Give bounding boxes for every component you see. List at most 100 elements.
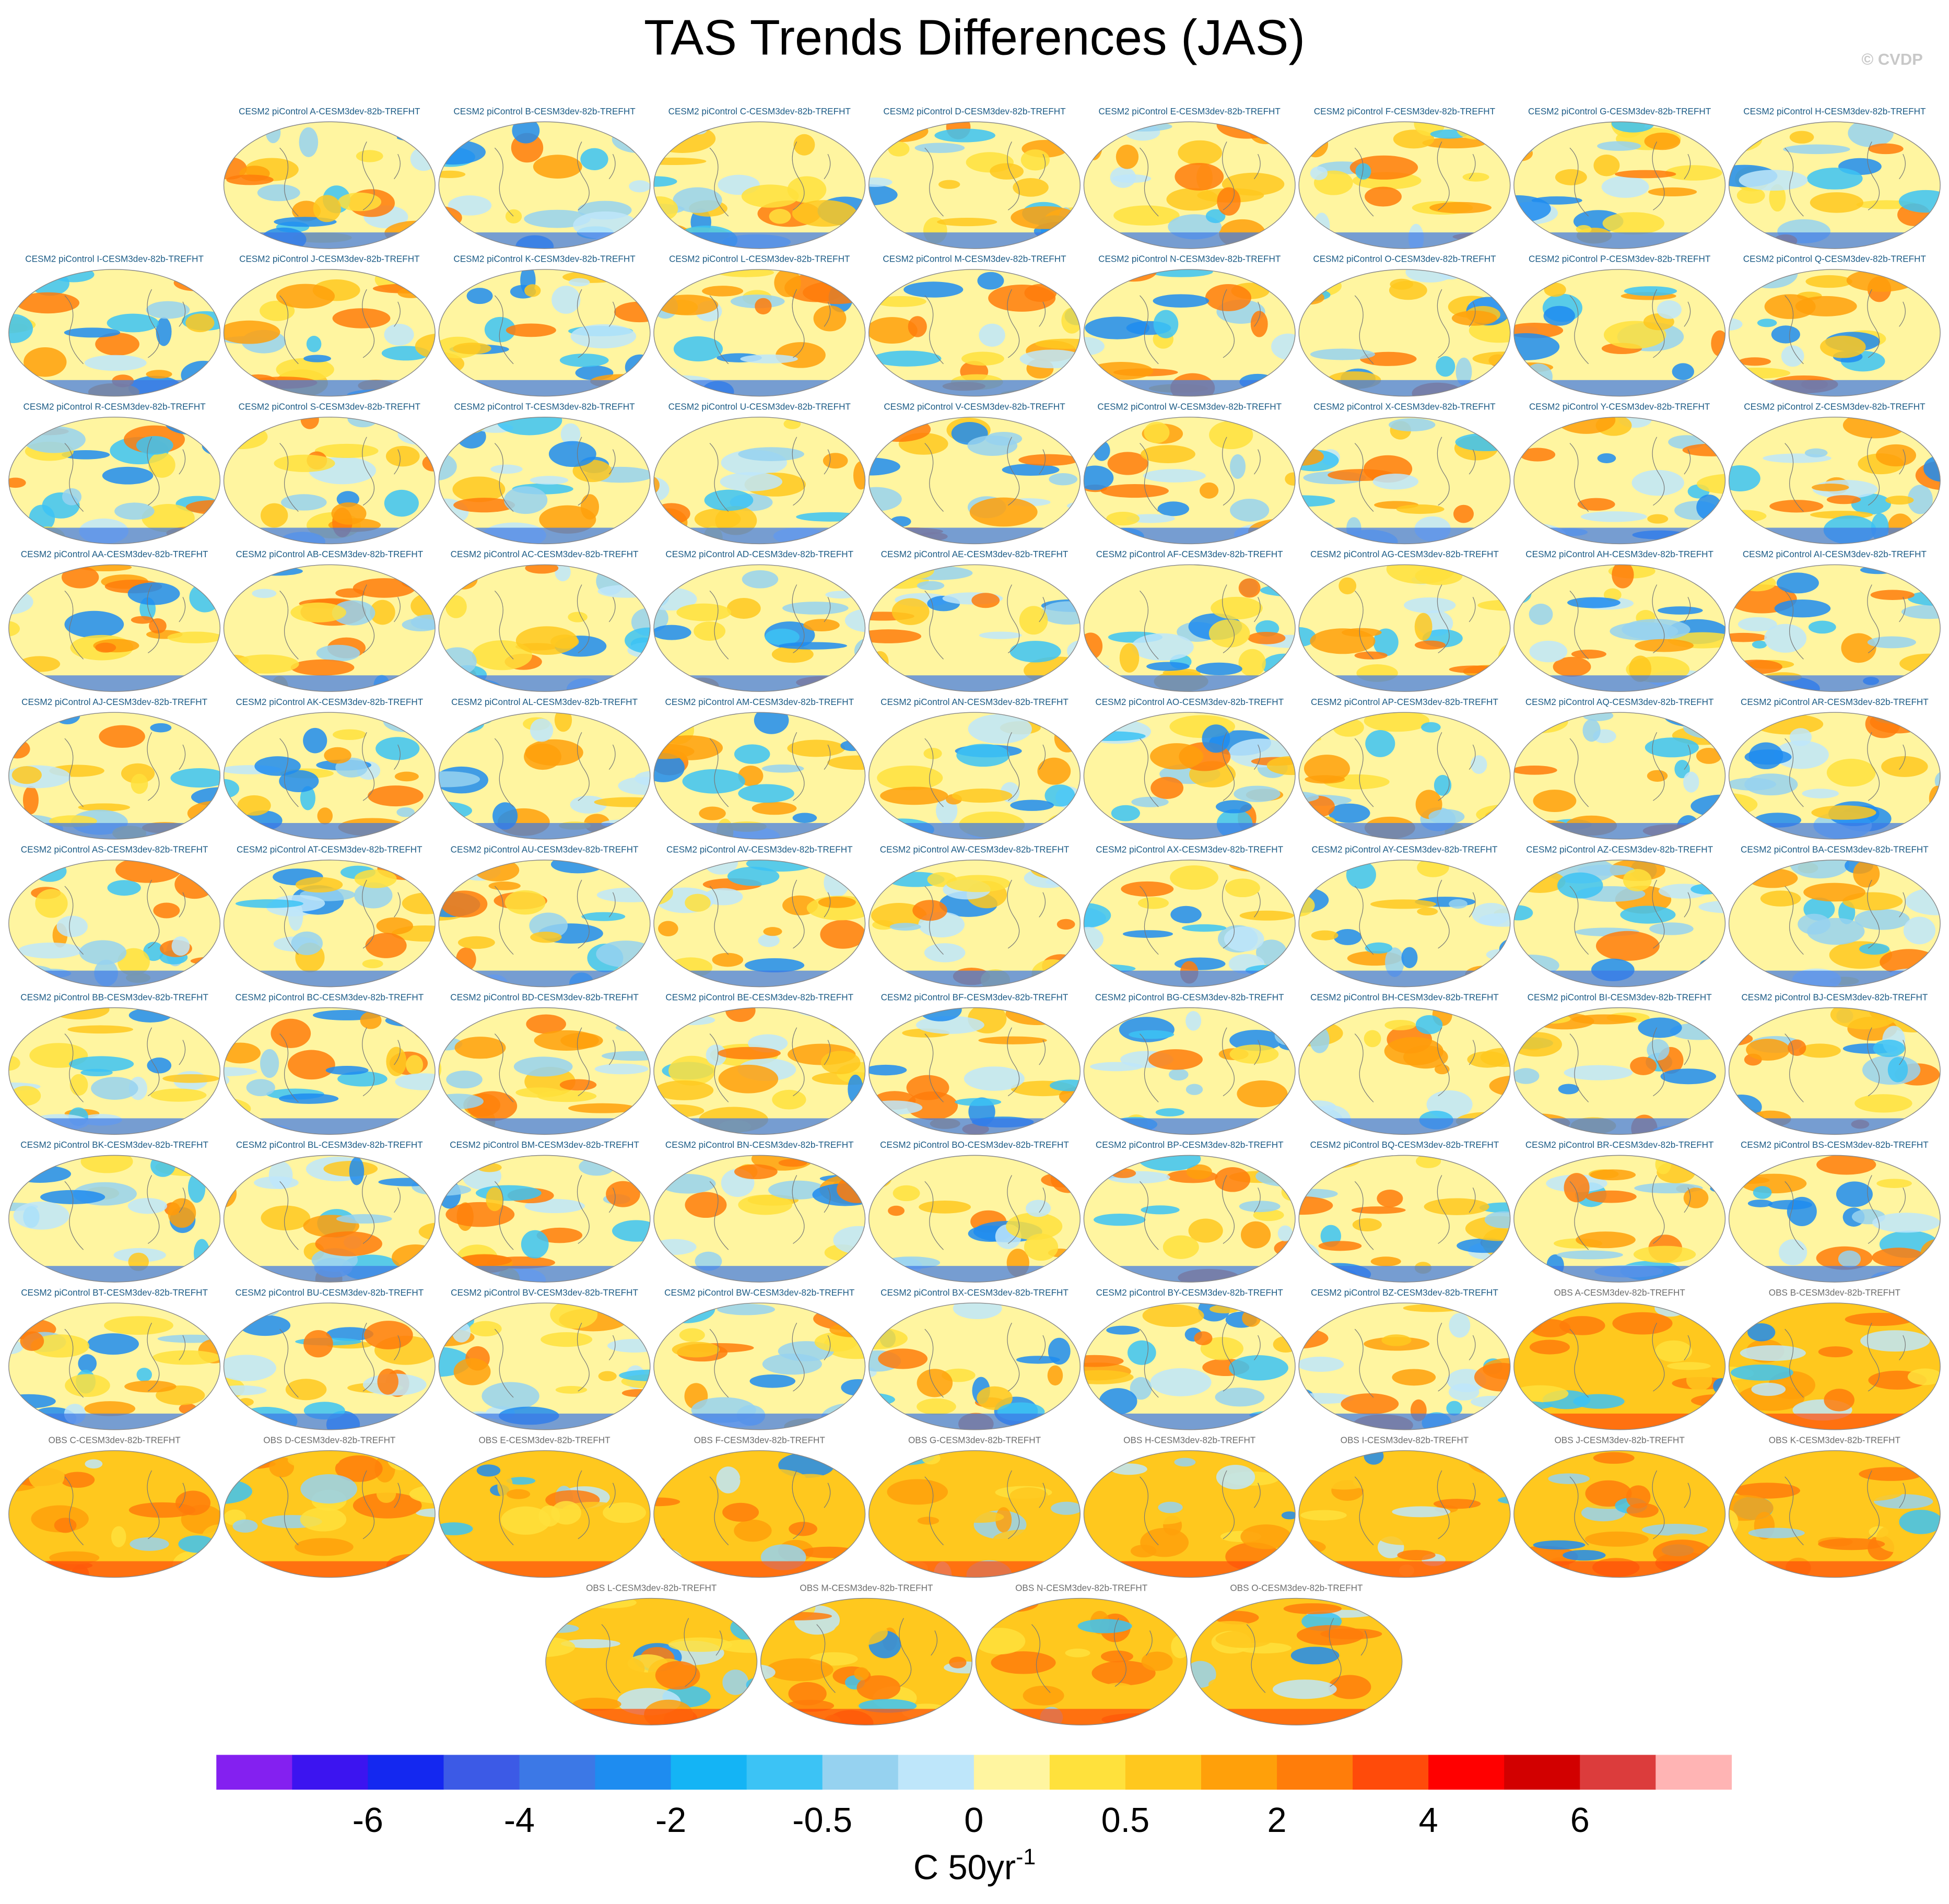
map-pattern: [782, 602, 849, 615]
panel-title: CESM2 piControl BI-CESM3dev-82b-TREFHT: [1528, 992, 1712, 1002]
map-pattern: [349, 1157, 365, 1185]
map-south-band: [8, 675, 220, 692]
map-pattern: [602, 1051, 650, 1061]
map-pattern: [964, 1066, 1025, 1091]
map-pattern: [635, 771, 650, 786]
map-pattern: [1319, 816, 1337, 832]
map-pattern: [335, 1455, 383, 1482]
map-outline: [438, 416, 651, 545]
map-south-band: [545, 1709, 757, 1725]
map-field: [439, 1007, 650, 1135]
map-pattern: [415, 1508, 436, 1518]
panel-title: CESM2 piControl BY-CESM3dev-82b-TREFHT: [1096, 1287, 1284, 1298]
map-pattern: [530, 718, 554, 742]
map-pattern: [208, 712, 220, 732]
map-south-band: [1513, 380, 1725, 396]
map-south-band: [224, 380, 436, 396]
map-pattern: [676, 603, 732, 621]
map-pattern: [1299, 518, 1336, 544]
map-pattern: [875, 296, 926, 307]
map-pattern: [456, 947, 476, 971]
panel-title: CESM2 piControl AH-CESM3dev-82b-TREFHT: [1525, 549, 1713, 559]
map-pattern: [127, 582, 180, 605]
map-pattern: [136, 1368, 152, 1382]
map-panel: [1083, 121, 1296, 249]
map-pattern: [439, 647, 477, 676]
map-south-band: [1513, 1413, 1725, 1430]
map-pattern: [1422, 137, 1486, 149]
map-pattern: [598, 1371, 617, 1382]
map-pattern: [555, 1386, 588, 1394]
panel-title: CESM2 piControl AT-CESM3dev-82b-TREFHT: [237, 844, 422, 855]
map-pattern: [1061, 308, 1081, 334]
map-south-band: [1299, 1266, 1510, 1283]
map-pattern: [446, 1071, 483, 1089]
map-pattern: [1175, 163, 1224, 191]
map-background: [868, 565, 1081, 692]
map-pattern: [8, 674, 33, 684]
map-pattern: [1449, 665, 1498, 674]
colorbar-box: [595, 1755, 672, 1790]
map-pattern: [1602, 212, 1665, 235]
map-pattern: [226, 174, 274, 185]
map-pattern: [1633, 1245, 1696, 1263]
map-pattern: [814, 1332, 858, 1352]
map-pattern: [1739, 714, 1768, 730]
map-pattern: [1729, 1094, 1762, 1120]
coastline: [709, 1175, 831, 1250]
map-pattern: [908, 316, 927, 337]
coastline: [279, 1027, 401, 1102]
map-pattern: [1049, 1079, 1081, 1091]
map-pattern: [1230, 1676, 1254, 1684]
map-pattern: [653, 157, 707, 166]
map-outline: [223, 121, 436, 249]
map-pattern: [61, 1472, 95, 1488]
map-pattern: [536, 1227, 583, 1243]
map-pattern: [1239, 1201, 1281, 1213]
map-outline: [1513, 1155, 1726, 1283]
map-south-band: [1729, 1266, 1941, 1283]
map-pattern: [653, 960, 661, 969]
coastline: [924, 142, 1046, 217]
map-pattern: [1249, 1410, 1296, 1420]
map-pattern: [1860, 566, 1896, 574]
map-pattern: [1868, 143, 1904, 155]
map-pattern: [1576, 1231, 1636, 1249]
map-pattern: [246, 1079, 275, 1097]
coastline: [1354, 1027, 1476, 1102]
coastline: [279, 142, 401, 217]
map-pattern: [1729, 318, 1743, 331]
coastline: [1354, 879, 1476, 955]
map-pattern: [10, 1086, 41, 1106]
map-pattern: [128, 1502, 196, 1518]
map-pattern: [269, 1456, 295, 1477]
map-panel: [438, 1302, 651, 1430]
map-pattern: [1354, 651, 1388, 660]
map-pattern: [976, 1603, 1001, 1618]
map-pattern: [1816, 1155, 1876, 1175]
map-pattern: [1016, 1356, 1060, 1364]
map-south-band: [439, 1118, 650, 1135]
map-pattern: [157, 1334, 220, 1343]
map-pattern: [1148, 1049, 1203, 1070]
map-pattern: [224, 1042, 261, 1064]
map-pattern: [178, 1535, 216, 1553]
map-pattern: [1739, 417, 1770, 432]
map-pattern: [771, 645, 814, 663]
map-south-band: [1729, 970, 1941, 987]
map-pattern: [976, 1598, 1013, 1618]
map-south-band: [1299, 380, 1510, 396]
map-pattern: [194, 1477, 217, 1492]
map-pattern: [623, 1477, 650, 1498]
coastline: [924, 437, 1046, 512]
coastline: [64, 1470, 186, 1546]
map-pattern: [1810, 192, 1864, 213]
map-pattern: [1299, 1119, 1330, 1135]
panel-title: CESM2 piControl BF-CESM3dev-82b-TREFHT: [881, 992, 1069, 1002]
map-panel: [8, 269, 221, 397]
map-pattern: [439, 1183, 472, 1196]
map-field: [868, 565, 1081, 692]
map-pattern: [1100, 484, 1169, 498]
coastline: [1140, 437, 1261, 512]
map-pattern: [1905, 1303, 1941, 1318]
